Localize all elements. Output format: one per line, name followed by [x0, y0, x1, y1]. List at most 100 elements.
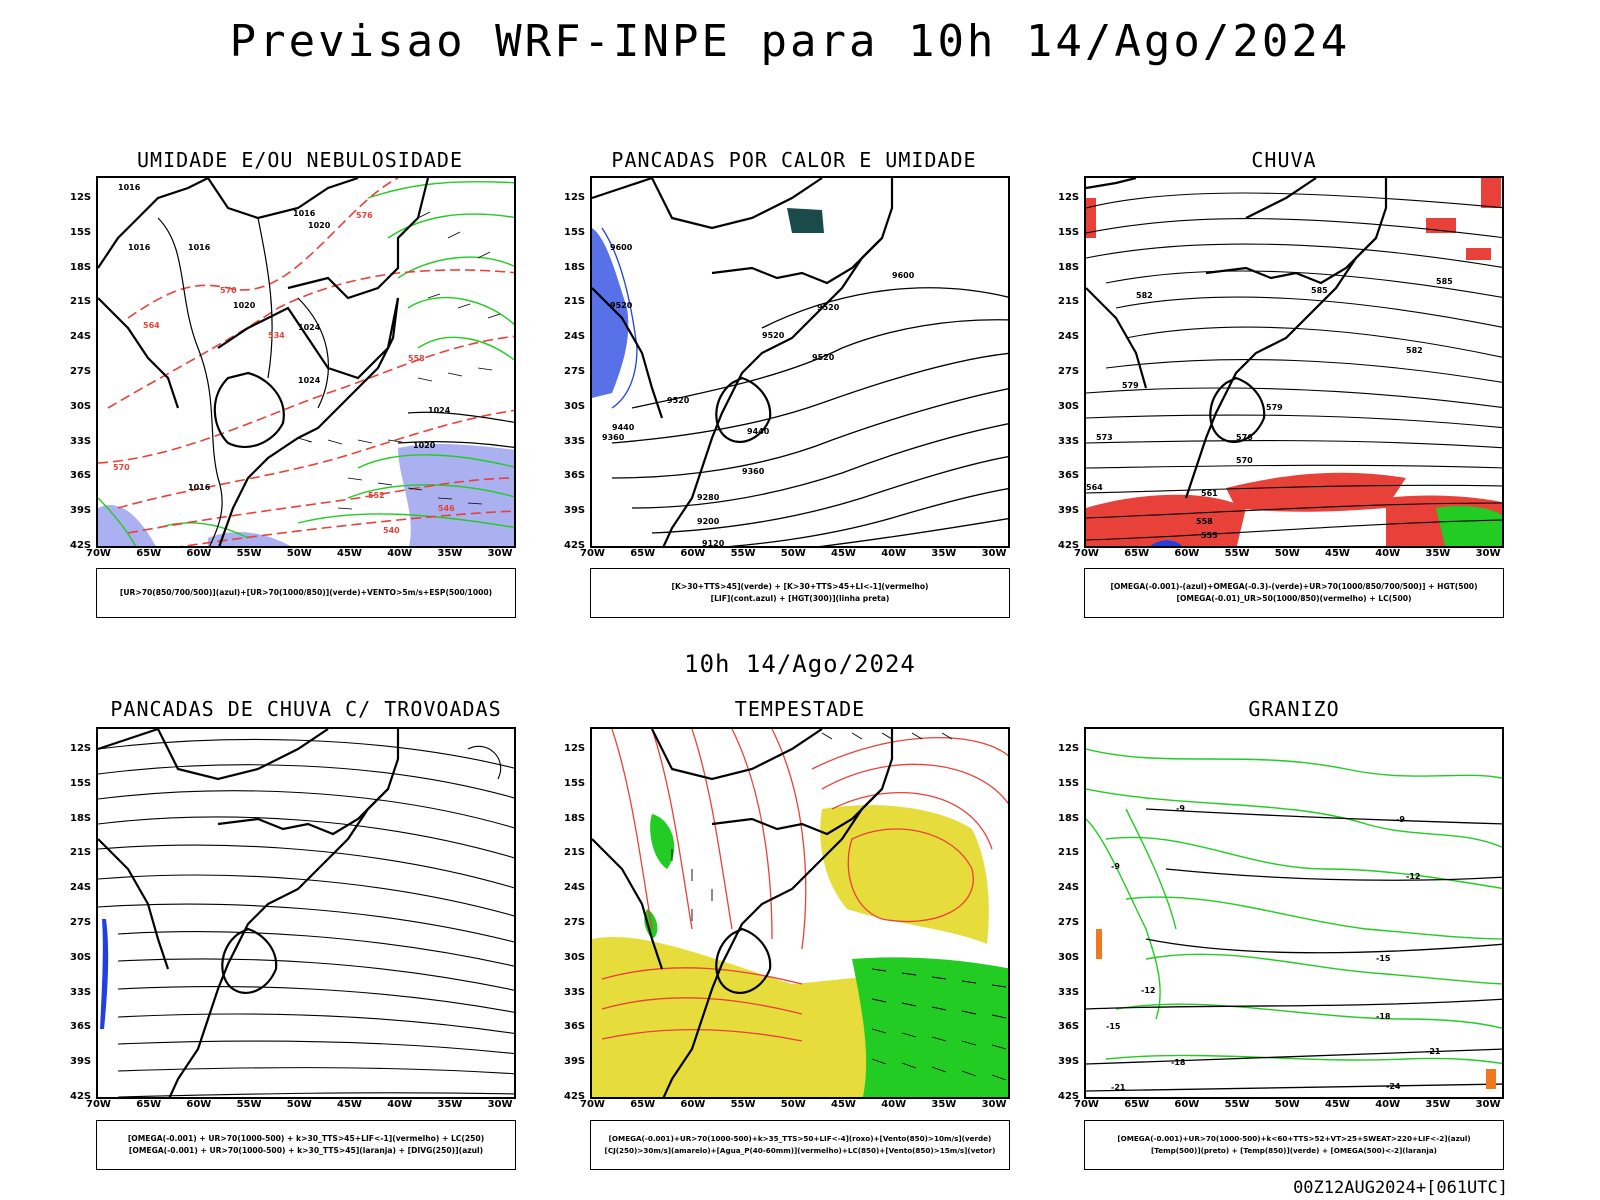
- middle-title: 10h 14/Ago/2024: [684, 650, 916, 678]
- contour-label: 9520: [667, 396, 690, 405]
- lat-tick-label: 27S: [564, 366, 586, 377]
- hgt-contour: [728, 488, 1008, 546]
- panel-title-umidade: UMIDADE E/OU NEBULOSIDADE: [136, 148, 464, 172]
- lon-tick-label: 50W: [286, 1099, 312, 1110]
- streamline: [98, 816, 514, 859]
- lon-tick-label: 35W: [437, 1099, 463, 1110]
- lon-tick-label: 50W: [286, 548, 312, 559]
- lon-tick-label: 55W: [730, 1099, 756, 1110]
- lc-streamline: [691, 729, 733, 930]
- streamline: [1086, 414, 1502, 429]
- legend-pancadas-calor: [K>30+TTS>45](verde) + [K>30+TTS>45+LI<-…: [590, 568, 1010, 618]
- lat-tick-label: 42S: [564, 540, 586, 551]
- streamline: [117, 1013, 514, 1034]
- lon-tick-label: 45W: [337, 548, 362, 559]
- coastline: [218, 297, 400, 546]
- pressure-isobar: [257, 217, 273, 379]
- contour-label: -18: [1171, 1058, 1186, 1067]
- lat-tick-label: 27S: [70, 366, 92, 377]
- contour-label: 564: [143, 321, 160, 330]
- contour-label: 576: [1236, 433, 1253, 442]
- lon-tick-label: 45W: [337, 1099, 362, 1110]
- lon-tick-label: 55W: [1224, 548, 1250, 559]
- temp850-contour: [1086, 748, 1502, 779]
- border-line: [1086, 287, 1148, 389]
- lc-streamline: [601, 967, 803, 985]
- border-line: [221, 927, 278, 995]
- contour-label: 1024: [298, 376, 321, 385]
- contour-label: -15: [1106, 1022, 1121, 1031]
- contour-label: -24: [1386, 1082, 1401, 1091]
- border-line: [711, 788, 883, 836]
- contour-label: 9440: [612, 423, 635, 432]
- ur-contour: [397, 256, 514, 279]
- contour-label: 579: [1122, 381, 1139, 390]
- temp500-contour: [1086, 1048, 1502, 1065]
- lc-streamline: [831, 792, 993, 850]
- lat-tick-label: 36S: [70, 1021, 92, 1033]
- rain-cell: [1481, 178, 1501, 208]
- lat-tick-label: 42S: [1058, 1091, 1080, 1102]
- lat-tick-label: 30S: [70, 400, 92, 412]
- temp500-contour: [1145, 938, 1502, 954]
- lat-tick-label: 30S: [1058, 951, 1080, 963]
- rain-area: [1226, 472, 1406, 512]
- streamline: [98, 844, 514, 889]
- streamline: [117, 986, 514, 1013]
- border-line: [592, 178, 653, 200]
- legend-line: [UR>70(850/700/500)](azul)+[UR>70(1000/8…: [119, 588, 493, 597]
- map-umidade: 1016 1016 1016 1016 1020 1020 1024 1024 …: [96, 176, 516, 548]
- lon-tick-label: 70W: [580, 548, 605, 559]
- streamline: [1086, 218, 1502, 239]
- lon-tick-label: 55W: [236, 548, 262, 559]
- contour-label: 1016: [293, 209, 316, 218]
- border-line: [213, 371, 285, 448]
- lat-tick-label: 12S: [564, 192, 586, 203]
- lon-tick-label: 65W: [630, 548, 656, 559]
- contour-label: 9360: [742, 467, 765, 476]
- contour-label: 570: [113, 463, 130, 472]
- streamline: [98, 764, 514, 799]
- contour-label: 570: [1236, 456, 1253, 465]
- contour-label: 9520: [610, 301, 633, 310]
- lat-tick-label: 39S: [564, 1056, 586, 1068]
- temp850-contour: [1115, 1003, 1502, 1029]
- lat-tick-label: 15S: [70, 226, 92, 238]
- border-line: [715, 927, 772, 995]
- lat-tick-label: 30S: [1058, 400, 1080, 412]
- rain-cell: [1466, 248, 1491, 260]
- lat-tick-label: 27S: [70, 917, 92, 928]
- lat-tick-label: 36S: [564, 470, 586, 482]
- border-line: [651, 178, 823, 230]
- lon-tick-label: 60W: [186, 1099, 212, 1110]
- legend-line: [LIF](cont.azul) + [HGT(300)](linha pret…: [710, 594, 890, 603]
- panel-title-granizo: GRANIZO: [1248, 697, 1340, 721]
- panel-title-trovoadas: PANCADAS DE CHUVA C/ TROVOADAS: [110, 697, 502, 721]
- contour-label: 585: [1436, 277, 1453, 286]
- lat-tick-label: 18S: [70, 261, 92, 273]
- thickness-contour: [117, 409, 514, 509]
- instability-area: [787, 208, 824, 233]
- lat-tick-label: 24S: [1058, 331, 1080, 343]
- lon-tick-label: 55W: [730, 548, 756, 559]
- legend-line: [OMEGA(-0.001)+UR>70(1000-500)+k<60+TTS>…: [1117, 1134, 1471, 1143]
- lon-tick-label: 30W: [487, 1099, 513, 1110]
- legend-chuva: [OMEGA(-0.001)-(azul)+OMEGA(-0.3)-(verde…: [1084, 568, 1504, 618]
- streamline: [467, 745, 502, 780]
- lifted-index-area: [592, 228, 629, 398]
- lc-streamline: [731, 729, 773, 940]
- lat-tick-label: 18S: [1058, 812, 1080, 824]
- contour-label: 579: [1266, 403, 1283, 412]
- lon-tick-label: 30W: [981, 1099, 1007, 1110]
- rain-cell: [1086, 198, 1096, 238]
- contour-label: 576: [356, 211, 373, 220]
- lat-tick-label: 33S: [564, 435, 586, 447]
- lat-tick-label: 33S: [70, 986, 92, 998]
- border-line: [287, 178, 430, 300]
- streamline: [1086, 440, 1502, 449]
- lon-tick-label: 35W: [1425, 548, 1451, 559]
- humidity-area: [398, 444, 514, 546]
- legend-trovoadas: [OMEGA(-0.001) + UR>70(1000-500) + k>30_…: [96, 1120, 516, 1170]
- lat-tick-label: 36S: [564, 1021, 586, 1033]
- lat-tick-label: 36S: [1058, 470, 1080, 482]
